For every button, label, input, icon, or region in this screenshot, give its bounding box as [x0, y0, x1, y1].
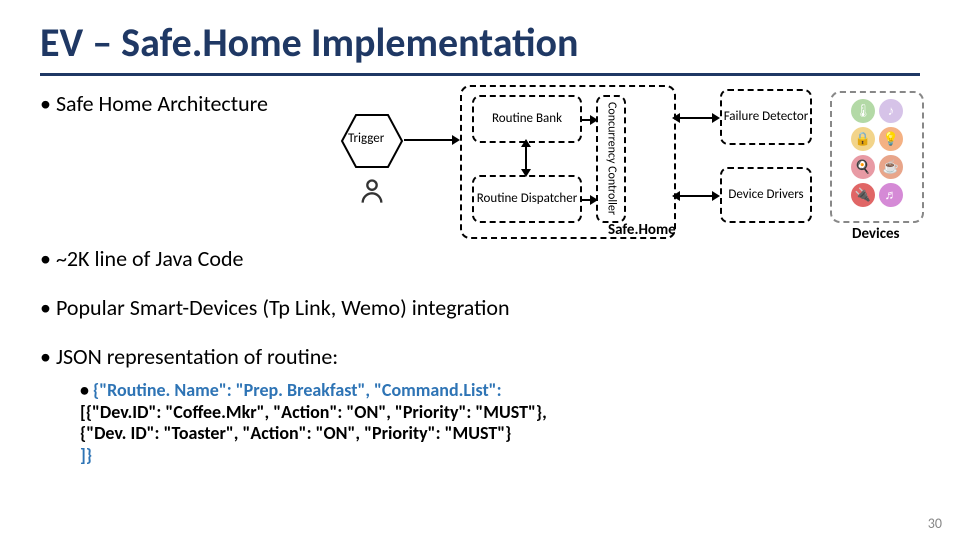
arrow-trigger-to-safehome [404, 139, 454, 141]
arrowhead-icon [672, 191, 680, 201]
person-icon [358, 177, 386, 213]
device-drivers-box: Device Drivers [720, 167, 812, 223]
arrowhead-icon [521, 139, 531, 147]
device-icon: 💡 [879, 127, 903, 151]
device-icon: ♪ [879, 99, 903, 123]
trigger-label: Trigger [348, 131, 384, 146]
title-rule [40, 73, 920, 76]
arrowhead-icon [712, 113, 720, 123]
page-number: 30 [928, 515, 942, 532]
arrowhead-icon [590, 115, 598, 125]
safehome-container: Routine Bank Routine Dispatcher Concurre… [460, 85, 676, 239]
json-line1: {"Routine. Name": "Prep. Breakfast", "Co… [93, 379, 502, 401]
routine-dispatcher-box: Routine Dispatcher [472, 175, 582, 223]
concurrency-controller-box: Concurrency Controller [596, 95, 626, 223]
json-line3: {"Dev. ID": "Toaster", "Action": "ON", "… [80, 422, 511, 444]
device-icon: 🔒 [851, 127, 875, 151]
device-icon: 🍳 [851, 155, 875, 179]
concurrency-controller-label: Concurrency Controller [604, 102, 617, 215]
bullet-devices: Popular Smart-Devices (Tp Link, Wemo) in… [40, 294, 920, 321]
device-icon: ☕ [879, 155, 903, 179]
devices-cluster: 🌡♪🔒💡🍳☕🔌♬ [830, 91, 924, 223]
failure-detector-box: Failure Detector [720, 89, 812, 145]
arrowhead-icon [452, 135, 460, 145]
json-example: {"Routine. Name": "Prep. Breakfast", "Co… [80, 380, 920, 466]
bullet-json: JSON representation of routine: [40, 343, 920, 370]
arrow-safehome-fd [678, 117, 716, 119]
page-title: EV – Safe.Home Implementation [40, 18, 920, 67]
device-icon: 🔌 [851, 183, 875, 207]
devices-label: Devices [852, 225, 900, 243]
arrowhead-icon [521, 169, 531, 177]
arrowhead-icon [712, 191, 720, 201]
device-icon: ♬ [879, 183, 903, 207]
device-icon: 🌡 [851, 99, 875, 123]
arrowhead-icon [672, 113, 680, 123]
json-line4: ]} [80, 444, 92, 466]
arrowhead-icon [590, 195, 598, 205]
json-line2: [{"Dev.ID": "Coffee.Mkr", "Action": "ON"… [80, 401, 547, 423]
routine-bank-box: Routine Bank [472, 95, 582, 143]
architecture-diagram: Trigger Routine Bank Routine Dispatcher … [340, 85, 940, 255]
safehome-label: Safe.Home [608, 221, 676, 239]
arrow-safehome-dd [678, 195, 716, 197]
